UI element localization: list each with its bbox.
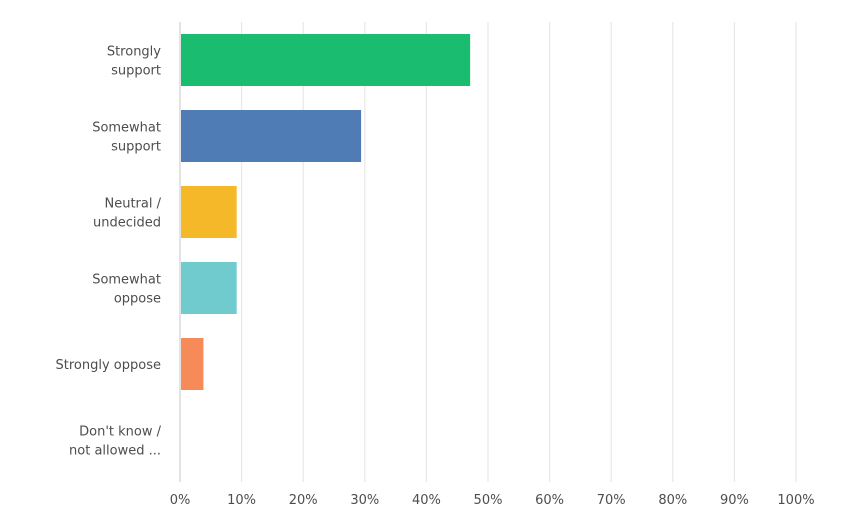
- category-label: not allowed ...: [69, 444, 161, 459]
- x-tick-label: 70%: [597, 493, 626, 508]
- category-label: undecided: [93, 216, 161, 231]
- bar: [181, 110, 362, 162]
- tick-labels: 0% 10% 20% 30% 40% 50% 60% 70% 80% 90% 100%: [170, 493, 815, 508]
- x-tick-label: 80%: [658, 493, 687, 508]
- category-label: support: [111, 140, 161, 155]
- category-label: Neutral /: [105, 197, 162, 212]
- x-tick-label: 50%: [474, 493, 503, 508]
- gridlines: [241, 22, 797, 482]
- x-tick-label: 10%: [227, 493, 256, 508]
- bar: [181, 34, 471, 86]
- x-tick-label: 20%: [289, 493, 318, 508]
- x-tick-label: 0%: [170, 493, 191, 508]
- x-tick-label: 30%: [350, 493, 379, 508]
- category-label: Strongly oppose: [56, 358, 161, 373]
- x-tick-label: 100%: [777, 493, 814, 508]
- category-label: Somewhat: [92, 273, 161, 288]
- x-tick-label: 90%: [720, 493, 749, 508]
- x-tick-label: 40%: [412, 493, 441, 508]
- bar: [181, 338, 204, 390]
- bar: [181, 262, 237, 314]
- category-label: oppose: [114, 292, 161, 307]
- bar: [181, 186, 237, 238]
- bars: [181, 34, 471, 390]
- x-tick-label: 60%: [535, 493, 564, 508]
- category-label: Don't know /: [79, 425, 161, 440]
- category-label: support: [111, 64, 161, 79]
- category-label: Strongly: [107, 45, 161, 60]
- category-label: Somewhat: [92, 121, 161, 136]
- category-labels: Strongly support Somewhat support Neutral / u…: [56, 45, 162, 459]
